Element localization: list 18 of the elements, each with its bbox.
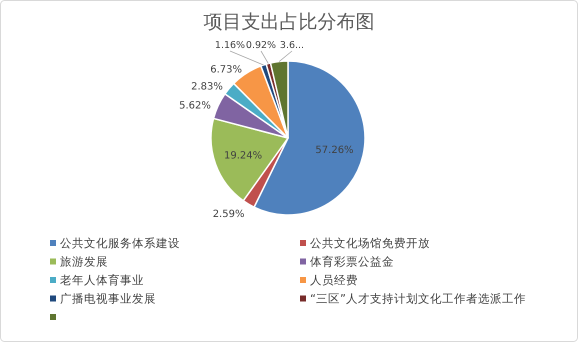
data-label: 0.92% (246, 40, 276, 51)
data-label: 2.59% (212, 209, 244, 220)
data-label: 57.26% (315, 144, 354, 156)
legend-label: 广播电视事业发展 (60, 292, 156, 306)
legend-label: 体育彩票公益金 (310, 254, 394, 268)
chart-title: 项目支出占比分布图 (204, 12, 374, 33)
legend-label: 公共文化场馆免费开放 (310, 236, 430, 250)
legend-label: “三区”人才支持计划文化工作者选派工作 (310, 292, 526, 306)
legend-label: 旅游发展 (60, 254, 108, 268)
data-label: 5.62% (179, 100, 211, 112)
data-label: 3.6... (280, 40, 304, 51)
legend-label: 老年人体育事业 (60, 273, 144, 287)
legend-label: 公共文化服务体系建设 (60, 236, 180, 250)
data-label: 6.73% (210, 64, 242, 76)
data-label: 2.83% (191, 81, 223, 92)
data-label: 19.24% (224, 150, 262, 162)
data-label: 1.16% (214, 40, 246, 51)
legend-label: 人员经费 (310, 273, 358, 287)
